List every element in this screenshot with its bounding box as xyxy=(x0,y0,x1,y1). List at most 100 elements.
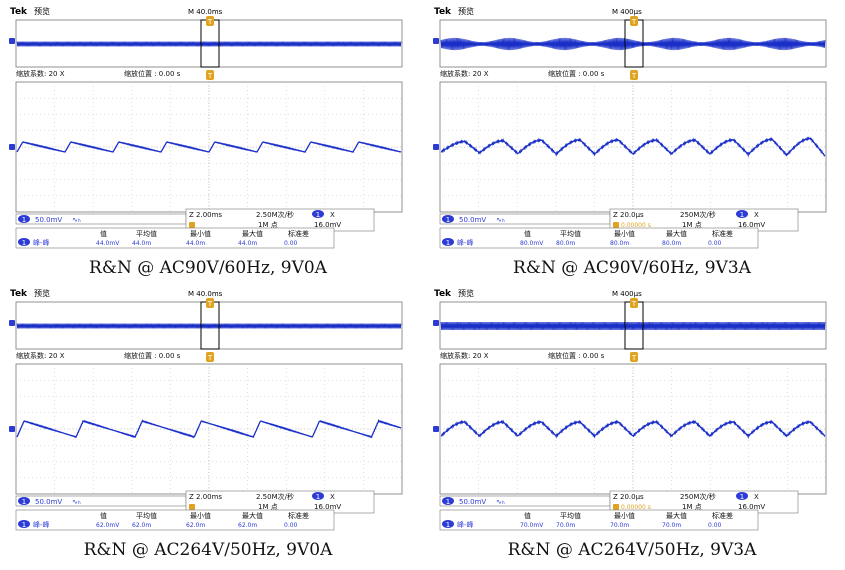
ch1-marker-overview[interactable] xyxy=(9,320,15,326)
mode-label: 预览 xyxy=(458,288,474,298)
meas-value-0: 44.0mV xyxy=(96,240,120,247)
record-length: 1M 点 xyxy=(682,503,702,511)
volts-per-div: 50.0mV xyxy=(35,498,62,506)
meas-value-2: 80.0m xyxy=(610,240,629,247)
brand-label: Tek xyxy=(434,289,452,299)
trigger-position-marker[interactable] xyxy=(206,16,214,26)
trigger-source-badge[interactable] xyxy=(312,210,324,218)
meas-ch1-badge[interactable] xyxy=(442,238,454,246)
ch1-marker-overview[interactable] xyxy=(433,320,439,326)
overview-trace xyxy=(16,323,402,329)
zoom-position-label: 缩放位置 : 0.00 s xyxy=(124,351,181,360)
record-length: 1M 点 xyxy=(258,503,278,511)
trigger-offset: 0.00000 s xyxy=(621,222,651,229)
zoom-factor-label: 缩放系数: 20 X xyxy=(440,69,489,78)
meas-ch1-badge[interactable] xyxy=(18,520,30,528)
main-timebase: M 400µs xyxy=(612,290,642,298)
meas-value-2: 62.0m xyxy=(186,522,205,529)
trigger-glyph: T xyxy=(631,72,637,80)
trigger-position-marker[interactable] xyxy=(630,298,638,308)
meas-header-2: 最小值 xyxy=(614,511,635,520)
ch1-badge[interactable] xyxy=(18,215,30,223)
trigger-source-badge[interactable] xyxy=(736,210,748,218)
trigger-marker-zoom[interactable] xyxy=(630,352,638,362)
zoom-position-label: 缩放位置 : 0.00 s xyxy=(548,351,605,360)
zoom-timebase: Z 20.0µs xyxy=(613,493,644,501)
trigger-source-badge[interactable] xyxy=(736,492,748,500)
meas-header-4: 标准差 xyxy=(712,511,733,520)
ch1-marker-overview[interactable] xyxy=(433,38,439,44)
zoom-position-label: 缩放位置 : 0.00 s xyxy=(548,69,605,78)
meas-header-0: 值 xyxy=(524,511,531,520)
meas-header-1: 平均值 xyxy=(136,511,157,520)
ch1-badge[interactable] xyxy=(18,497,30,505)
ch1-badge-label: 1 xyxy=(446,216,450,224)
meas-header-4: 标准差 xyxy=(712,229,733,238)
scope-panel-2: Tek 预览 M 400µs T 缩放系数: 20 X 缩放位置 : 0.00 s T 1 50… xyxy=(432,4,832,256)
meas-value-1: 70.0m xyxy=(556,522,575,529)
meas-ch1-badge[interactable] xyxy=(442,520,454,528)
coupling-icon: ∿ₕ xyxy=(496,498,505,506)
trigger-marker-zoom[interactable] xyxy=(206,352,214,362)
zoom-factor-label: 缩放系数: 20 X xyxy=(440,351,489,360)
caption-3: R&N @ AC264V/50Hz, 9V0A xyxy=(83,540,333,560)
meas-ch-label: 1 xyxy=(22,239,26,247)
meas-ch1-badge[interactable] xyxy=(18,238,30,246)
record-length: 1M 点 xyxy=(682,221,702,229)
meas-header-1: 平均值 xyxy=(560,229,581,238)
meas-value-4: 0.00 xyxy=(708,240,722,247)
coupling-icon: ∿ₕ xyxy=(72,498,81,506)
zoom-timebase: Z 2.00ms xyxy=(189,211,222,219)
meas-value-3: 62.0m xyxy=(238,522,257,529)
main-trace xyxy=(441,136,826,158)
meas-header-2: 最小值 xyxy=(190,511,211,520)
meas-value-0: 62.0mV xyxy=(96,522,120,529)
meas-value-4: 0.00 xyxy=(284,240,298,247)
trigger-level: 16.0mV xyxy=(314,503,341,511)
ch1-ground-marker[interactable] xyxy=(9,144,15,150)
overview-trace xyxy=(440,321,826,331)
ch1-ground-marker[interactable] xyxy=(433,144,439,150)
trigger-marker-zoom[interactable] xyxy=(206,70,214,80)
ch1-badge[interactable] xyxy=(442,497,454,505)
trigger-glyph: T xyxy=(207,72,213,80)
trigger-glyph: T xyxy=(631,354,637,362)
ch1-marker-overview[interactable] xyxy=(9,38,15,44)
trigger-position-marker[interactable] xyxy=(630,16,638,26)
trigger-level: 16.0mV xyxy=(738,221,765,229)
ch1-badge-label: 1 xyxy=(446,498,450,506)
scope-panel-3: Tek 预览 M 40.0ms T 缩放系数: 20 X 缩放位置 : 0.00 s T 1 5… xyxy=(8,286,408,538)
meas-name: 峰-峰 xyxy=(457,520,474,529)
zoom-timebase: Z 20.0µs xyxy=(613,211,644,219)
trigger-offset: 0.00000 s xyxy=(621,504,651,511)
meas-header-0: 值 xyxy=(100,229,107,238)
meas-header-0: 值 xyxy=(100,511,107,520)
trigger-source-badge[interactable] xyxy=(312,492,324,500)
ch1-badge-label: 1 xyxy=(22,216,26,224)
ch1-ground-marker[interactable] xyxy=(433,426,439,432)
trigger-offset-icon xyxy=(189,222,195,228)
trigger-glyph: T xyxy=(631,300,637,308)
meas-header-3: 最大值 xyxy=(242,511,263,520)
meas-name: 峰-峰 xyxy=(33,520,50,529)
meas-header-2: 最小值 xyxy=(614,229,635,238)
ch1-ground-marker[interactable] xyxy=(9,426,15,432)
overview-trace xyxy=(16,41,402,47)
trigger-marker-zoom[interactable] xyxy=(630,70,638,80)
trigger-glyph: T xyxy=(207,300,213,308)
ch1-badge[interactable] xyxy=(442,215,454,223)
main-trace xyxy=(440,419,826,440)
trigger-source-label: 1 xyxy=(316,493,320,501)
meas-header-4: 标准差 xyxy=(288,511,309,520)
ch1-badge-label: 1 xyxy=(22,498,26,506)
meas-value-0: 80.0mV xyxy=(520,240,544,247)
trigger-position-marker[interactable] xyxy=(206,298,214,308)
brand-label: Tek xyxy=(10,7,28,17)
trigger-glyph: T xyxy=(631,18,637,26)
meas-name: 峰-峰 xyxy=(457,238,474,247)
meas-header-3: 最大值 xyxy=(666,511,687,520)
meas-header-3: 最大值 xyxy=(666,229,687,238)
scope-panel-1: Tek 预览 M 40.0ms T 缩放系数: 20 X 缩放位置 : 0.00 s T 1 5… xyxy=(8,4,408,256)
scope-screen: Tek 预览 M 40.0ms T 缩放系数: 20 X 缩放位置 : 0.00 s T 1 5… xyxy=(9,6,403,249)
measurement-table xyxy=(439,227,759,249)
